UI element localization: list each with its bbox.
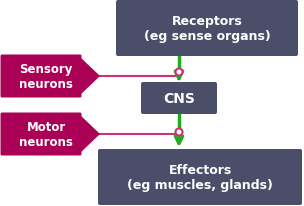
Text: Receptors
(eg sense organs): Receptors (eg sense organs) [143, 15, 270, 43]
Text: Effectors
(eg muscles, glands): Effectors (eg muscles, glands) [127, 163, 273, 191]
FancyBboxPatch shape [116, 1, 298, 57]
Polygon shape [79, 57, 100, 97]
Text: Motor
neurons: Motor neurons [19, 121, 73, 148]
FancyBboxPatch shape [141, 83, 217, 115]
Text: CNS: CNS [163, 91, 195, 105]
FancyBboxPatch shape [98, 149, 302, 205]
Circle shape [175, 69, 182, 76]
FancyBboxPatch shape [1, 55, 81, 98]
Text: Sensory
neurons: Sensory neurons [19, 63, 73, 91]
FancyBboxPatch shape [1, 113, 81, 156]
Circle shape [175, 129, 182, 136]
Polygon shape [79, 115, 100, 154]
